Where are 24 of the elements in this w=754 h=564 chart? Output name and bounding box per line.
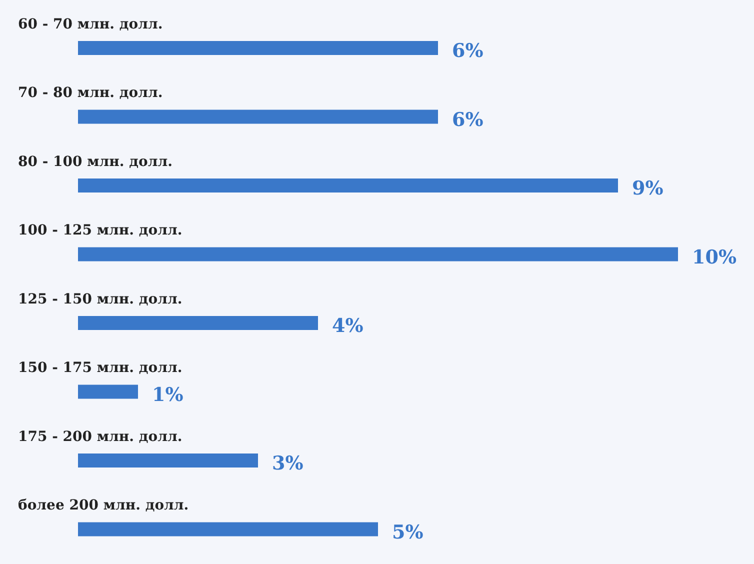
bar (78, 384, 138, 399)
bar (78, 316, 318, 330)
data-label: 10% (692, 246, 736, 268)
y-tick-label: 60 - 70 млн. долл. (18, 16, 163, 32)
y-tick-label: 175 - 200 млн. долл. (18, 428, 182, 445)
y-tick-label: 150 - 175 млн. долл. (18, 360, 182, 376)
data-label: 9% (632, 178, 664, 200)
y-tick-label: 70 - 80 млн. долл. (18, 85, 163, 102)
bar (78, 41, 438, 55)
y-tick-label: 125 - 150 млн. долл. (18, 291, 182, 308)
data-label: 6% (452, 108, 484, 131)
bar (78, 454, 258, 468)
y-tick-label: 80 - 100 млн. долл. (18, 154, 172, 170)
y-tick-label: 100 - 125 млн. долл. (18, 222, 182, 239)
bar (78, 178, 618, 192)
y-tick-label: более 200 млн. долл. (18, 498, 189, 514)
data-label: 6% (452, 40, 484, 62)
bar (78, 522, 378, 536)
bar (78, 110, 438, 124)
data-label: 3% (272, 452, 304, 474)
data-label: 4% (332, 315, 364, 337)
bar (78, 247, 678, 262)
data-label: 1% (152, 384, 184, 406)
data-label: 5% (392, 521, 424, 544)
